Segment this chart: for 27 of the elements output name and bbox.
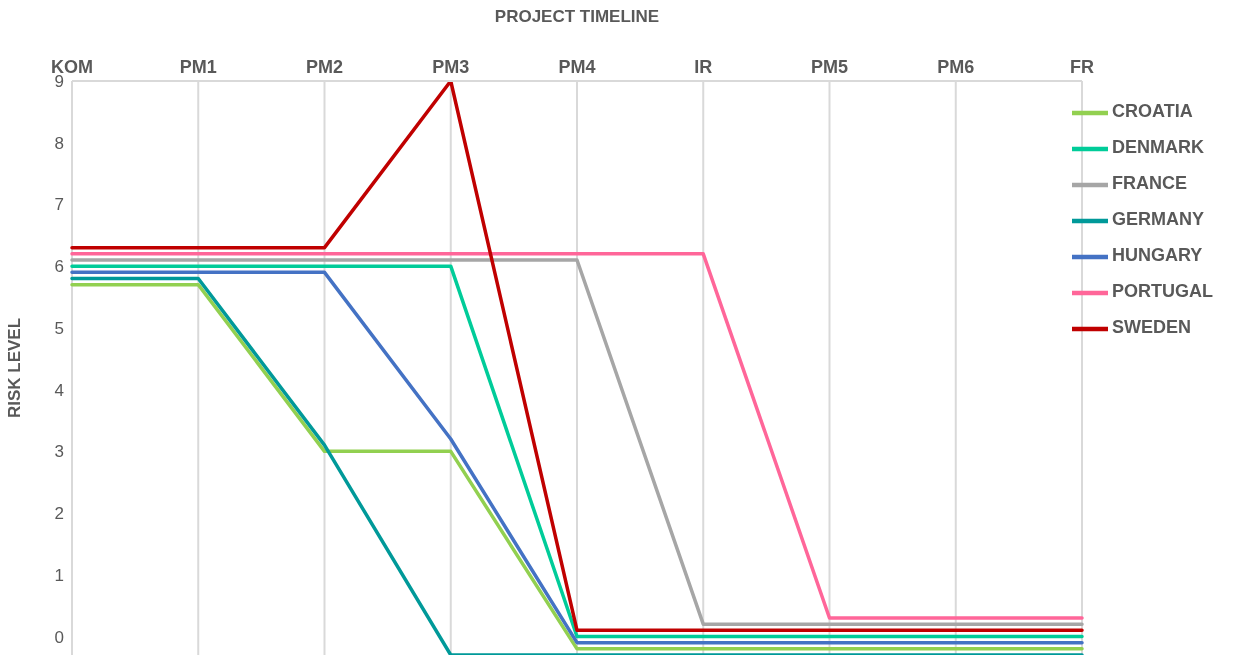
- x-tick-label: PM6: [937, 57, 975, 77]
- legend-label: CROATIA: [1112, 101, 1193, 122]
- y-tick-label: 1: [54, 565, 64, 585]
- y-tick-label: 6: [54, 257, 64, 277]
- y-tick-label: 4: [54, 380, 64, 400]
- y-tick-label: 3: [54, 442, 64, 462]
- y-tick-label: 9: [54, 72, 64, 92]
- legend-label: FRANCE: [1112, 173, 1187, 194]
- x-tick-label: PM5: [810, 57, 849, 77]
- x-tick-label: PM2: [305, 57, 344, 77]
- legend-label: GERMANY: [1112, 209, 1205, 230]
- x-axis-title: PROJECT TIMELINE: [494, 7, 660, 27]
- y-tick-label: 0: [54, 627, 64, 647]
- x-tick-label: PM3: [432, 57, 470, 77]
- y-tick-label: 2: [54, 504, 64, 524]
- legend-label: SWEDEN: [1112, 317, 1192, 338]
- y-tick-label: 7: [54, 195, 64, 215]
- legend-label: HUNGARY: [1112, 245, 1203, 266]
- x-tick-label: PM4: [558, 57, 596, 77]
- legend-label: DENMARK: [1112, 137, 1204, 158]
- x-tick-label: FR: [1070, 57, 1094, 77]
- x-tick-label: IR: [694, 57, 713, 77]
- y-axis-title: RISK LEVEL: [5, 317, 25, 419]
- x-tick-label: PM1: [179, 57, 217, 77]
- y-tick-label: 8: [54, 133, 64, 153]
- legend-label: PORTUGAL: [1112, 281, 1213, 302]
- y-tick-label: 5: [54, 318, 64, 338]
